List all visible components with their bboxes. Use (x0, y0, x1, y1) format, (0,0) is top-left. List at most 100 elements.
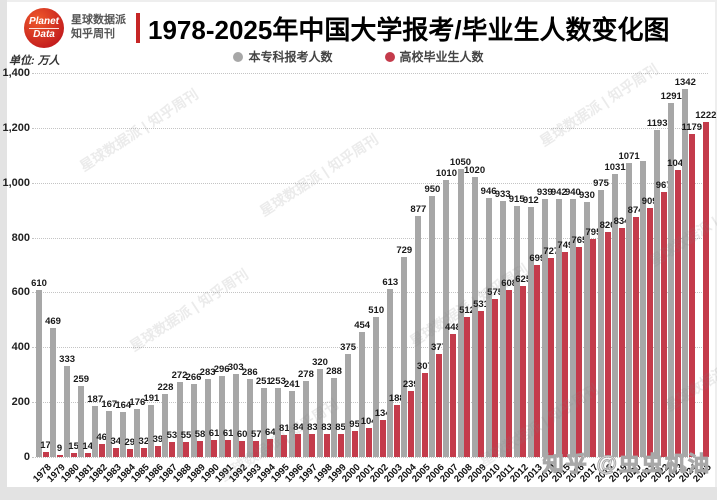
bar-value-applicants-2007: 1010 (435, 167, 457, 179)
bar-applicants-2001 (359, 332, 366, 457)
bar-graduates-2025 (702, 121, 709, 457)
bar-value-graduates-2006: 377 (430, 341, 447, 353)
bar-value-graduates-2010: 575 (487, 287, 504, 299)
bar-value-graduates-2013: 699 (529, 253, 546, 265)
bar-value-graduates-1997: 83 (307, 422, 318, 434)
bar-applicants-2022 (654, 129, 661, 457)
bar-value-graduates-2011: 608 (501, 278, 518, 290)
bar-applicants-2000 (345, 354, 352, 457)
bar-graduates-1987 (168, 442, 175, 457)
bar-value-graduates-1995: 81 (279, 422, 290, 434)
bar-applicants-2020 (626, 163, 633, 457)
bar-graduates-2023 (674, 169, 681, 457)
bar-applicants-1989 (190, 384, 197, 457)
bar-applicants-2019 (612, 174, 619, 457)
bar-applicants-2002 (373, 317, 380, 457)
bar-value-graduates-1992: 60 (236, 428, 248, 440)
bar-applicants-1999 (331, 378, 338, 457)
bar-graduates-1999 (337, 433, 344, 457)
bar-value-applicants-2009: 1020 (463, 165, 486, 177)
bar-applicants-2015 (555, 198, 562, 457)
bar-value-graduates-1986: 39 (152, 434, 164, 446)
bar-graduates-1983 (112, 447, 119, 457)
legend-item-0: 本专科报考人数 (233, 48, 333, 65)
header: Planet Data 星球数据派 知乎周刊 1978-2025年中国大学报考/… (24, 6, 707, 50)
bar-applicants-2013 (527, 206, 534, 457)
bar-graduates-1989 (197, 441, 204, 457)
bar-value-applicants-1979: 469 (45, 316, 61, 328)
bar-applicants-2017 (583, 201, 590, 457)
y-axis-label: 800 (11, 231, 30, 244)
bar-value-applicants-1993: 286 (241, 366, 258, 378)
bar-value-applicants-1983: 167 (101, 399, 118, 411)
bar-value-graduates-2024: 1179 (681, 121, 703, 133)
bar-value-applicants-1988: 272 (171, 370, 188, 382)
bar-applicants-1991 (218, 375, 225, 457)
bar-value-graduates-1978: 17 (40, 440, 51, 452)
bar-value-graduates-1988: 55 (180, 429, 192, 441)
window-frame-top (0, 0, 717, 2)
bar-applicants-1987 (162, 394, 169, 457)
bar-graduates-1980 (70, 452, 77, 457)
bar-value-graduates-1991: 61 (222, 428, 234, 440)
bar-value-applicants-2012: 915 (508, 194, 525, 206)
bar-value-graduates-1998: 83 (321, 422, 332, 434)
bar-applicants-1994 (260, 388, 267, 457)
bar-value-graduates-2023: 1047 (667, 157, 689, 169)
bar-applicants-1995 (274, 387, 281, 457)
bar-graduates-2010 (492, 299, 499, 457)
legend-label: 本专科报考人数 (248, 50, 333, 64)
y-axis-label: 400 (11, 341, 30, 354)
bar-applicants-1992 (232, 373, 239, 457)
bar-value-applicants-2015: 942 (550, 186, 567, 198)
legend-dot-icon (233, 51, 244, 62)
bar-graduates-1997 (309, 434, 316, 457)
bar-value-applicants-2001: 454 (354, 320, 371, 332)
y-axis-label: 1,200 (2, 121, 30, 134)
bar-value-graduates-2008: 512 (459, 304, 475, 316)
bar-graduates-1978 (42, 452, 49, 457)
bar-value-graduates-2005: 307 (416, 360, 433, 372)
bar-value-applicants-1997: 278 (298, 368, 314, 380)
bar-graduates-1998 (323, 434, 330, 457)
bar-graduates-2007 (449, 334, 456, 457)
legend-label: 高校毕业生人数 (399, 50, 484, 64)
bar-graduates-1991 (225, 440, 232, 457)
bar-value-applicants-2000: 375 (340, 342, 357, 354)
bar-graduates-2008 (464, 316, 470, 457)
gridline-1,000 (32, 182, 708, 184)
bar-value-applicants-1995: 253 (269, 375, 286, 387)
y-axis-label: 0 (23, 451, 30, 463)
bar-applicants-2008 (457, 169, 464, 457)
bar-graduates-2024 (688, 133, 695, 457)
bar-graduates-2012 (520, 285, 527, 457)
bar-graduates-1982 (98, 444, 105, 457)
bar-value-graduates-1987: 53 (166, 430, 178, 442)
bar-value-applicants-2017: 930 (579, 189, 595, 201)
bar-graduates-2017 (590, 238, 597, 457)
bar-applicants-1988 (176, 382, 183, 457)
bar-applicants-1998 (317, 369, 323, 457)
bar-graduates-2018 (604, 232, 611, 457)
legend-dot-icon (384, 51, 395, 62)
bar-applicants-2010 (485, 197, 492, 457)
bar-graduates-2022 (660, 191, 667, 457)
bar-value-applicants-1990: 283 (199, 367, 216, 379)
bar-value-applicants-2002: 510 (368, 305, 385, 317)
bar-value-graduates-1980: 15 (68, 440, 79, 452)
bar-applicants-2016 (569, 199, 576, 457)
diagonal-watermark: 星球数据派 | 知乎周刊 (256, 130, 381, 220)
bar-applicants-2007 (443, 179, 450, 457)
bar-applicants-2021 (640, 161, 647, 457)
bar-applicants-2024 (682, 88, 689, 457)
bar-value-applicants-2010: 946 (480, 185, 497, 197)
bar-applicants-1983 (106, 411, 113, 457)
window-frame-left (0, 0, 7, 500)
bar-value-applicants-1982: 187 (87, 393, 104, 405)
window-frame-right (715, 0, 717, 500)
window-frame-bottom (0, 487, 717, 500)
bar-graduates-2002 (379, 420, 386, 457)
gridline-1,200 (32, 127, 708, 129)
bar-graduates-2019 (618, 228, 625, 457)
